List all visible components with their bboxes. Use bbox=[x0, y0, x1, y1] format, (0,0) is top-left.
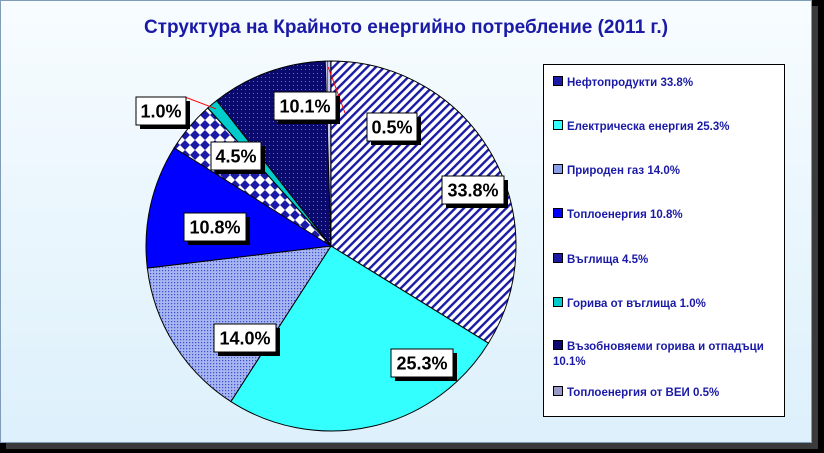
data-label-въглища: 4.5% bbox=[210, 141, 265, 174]
data-label-топлоенергия-от-веи: 0.5% bbox=[366, 112, 421, 145]
data-label-електрическа-енергия: 25.3% bbox=[390, 348, 457, 381]
legend-label: Топлоенергия от ВЕИ 0.5% bbox=[567, 387, 720, 399]
legend-swatch bbox=[553, 386, 563, 396]
legend-item-топлоенергия-от-веи: Топлоенергия от ВЕИ 0.5% bbox=[553, 386, 781, 401]
data-label-възобновяеми-горива-и-отпадъци: 10.1% bbox=[273, 91, 340, 124]
legend-label: Електрическа енергия 25.3% bbox=[567, 121, 730, 133]
data-label-нефтопродукти: 33.8% bbox=[441, 175, 508, 208]
data-label-text: 10.8% bbox=[189, 218, 240, 238]
legend-label: Горива от въглища 1.0% bbox=[567, 298, 706, 310]
data-label-топлоенергия: 10.8% bbox=[183, 212, 250, 245]
chart-legend: Нефтопродукти 33.8% Електрическа енергия … bbox=[543, 64, 785, 417]
data-label-text: 0.5% bbox=[371, 118, 412, 138]
legend-swatch bbox=[553, 164, 563, 174]
data-label-природен-газ: 14.0% bbox=[213, 323, 280, 356]
data-label-text: 33.8% bbox=[447, 181, 498, 201]
legend-label: Топлоенергия 10.8% bbox=[567, 209, 683, 221]
legend-item-горива-от-въглища: Горива от въглища 1.0% bbox=[553, 297, 781, 312]
data-label-text: 1.0% bbox=[140, 102, 181, 122]
legend-label: Въглища 4.5% bbox=[567, 254, 649, 266]
legend-item-възобновяеми-горива-и-отпадъци: Възобновяеми горива и отпадъци 10.1% bbox=[553, 340, 781, 370]
legend-swatch bbox=[553, 297, 563, 307]
legend-label: Природен газ 14.0% bbox=[567, 165, 680, 177]
legend-item-нефтопродукти: Нефтопродукти 33.8% bbox=[553, 76, 781, 91]
legend-item-топлоенергия: Топлоенергия 10.8% bbox=[553, 208, 781, 223]
data-label-text: 25.3% bbox=[396, 354, 447, 374]
data-label-text: 14.0% bbox=[219, 329, 270, 349]
leader-line-топлоенергия-от-веи bbox=[327, 66, 346, 114]
data-label-text: 10.1% bbox=[279, 97, 330, 117]
legend-item-електрическа-енергия: Електрическа енергия 25.3% bbox=[553, 120, 781, 135]
legend-swatch bbox=[553, 340, 563, 350]
legend-label: Възобновяеми горива и отпадъци 10.1% bbox=[553, 341, 764, 368]
data-label-text: 4.5% bbox=[215, 147, 256, 167]
legend-swatch bbox=[553, 120, 563, 130]
legend-swatch bbox=[553, 208, 563, 218]
legend-label: Нефтопродукти 33.8% bbox=[567, 77, 694, 89]
legend-swatch bbox=[553, 253, 563, 263]
data-label-горива-от-въглища: 1.0% bbox=[135, 96, 190, 129]
pie-slice-електрическа-енергия bbox=[230, 245, 490, 432]
legend-item-природен-газ: Природен газ 14.0% bbox=[553, 164, 781, 179]
legend-item-въглища: Въглища 4.5% bbox=[553, 253, 781, 268]
legend-swatch bbox=[553, 76, 563, 86]
chart-title: Структура на Крайното енергийно потребле… bbox=[143, 17, 669, 38]
